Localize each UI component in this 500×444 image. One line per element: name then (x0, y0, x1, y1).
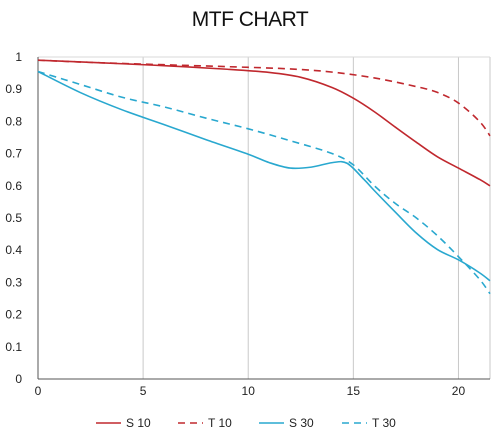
chart-title: MTF CHART (191, 8, 309, 31)
y-tick-label: 1 (15, 50, 22, 64)
y-tick-label: 0.3 (5, 275, 22, 289)
series-line-s-30 (37, 70, 491, 282)
series-layer (37, 59, 491, 295)
legend-label-t-30: T 30 (372, 416, 396, 430)
y-tick-label: 0.7 (5, 147, 22, 161)
series-line-s-10 (37, 59, 491, 187)
y-tick-label: 0.1 (5, 340, 22, 354)
x-tick-label: 20 (452, 384, 466, 398)
legend-label-s-30: S 30 (289, 416, 314, 430)
tick-labels: 00.10.20.30.40.50.60.70.80.910 5 10 15 20 (5, 50, 465, 398)
x-tick-label: 5 (140, 384, 147, 398)
y-tick-label: 0.2 (5, 308, 22, 322)
x-tick-label: 0 (35, 384, 42, 398)
y-tick-label: 0.5 (5, 211, 22, 225)
y-tick-label: 0 (15, 372, 22, 386)
y-tick-label: 0.8 (5, 114, 22, 128)
y-tick-label: 0.4 (5, 243, 22, 257)
series-line-t-10 (37, 59, 491, 137)
axis-layer (37, 57, 490, 380)
grid-layer (38, 56, 491, 379)
legend-label-t-10: T 10 (208, 416, 232, 430)
y-tick-label: 0.6 (5, 179, 22, 193)
legend-label-s-10: S 10 (126, 416, 151, 430)
y-tick-label: 0.9 (5, 82, 22, 96)
legend: S 10 T 10 S 30 T 30 (96, 416, 396, 430)
x-tick-label: 15 (347, 384, 361, 398)
x-tick-label: 10 (242, 384, 256, 398)
series-line-t-30 (37, 70, 491, 295)
